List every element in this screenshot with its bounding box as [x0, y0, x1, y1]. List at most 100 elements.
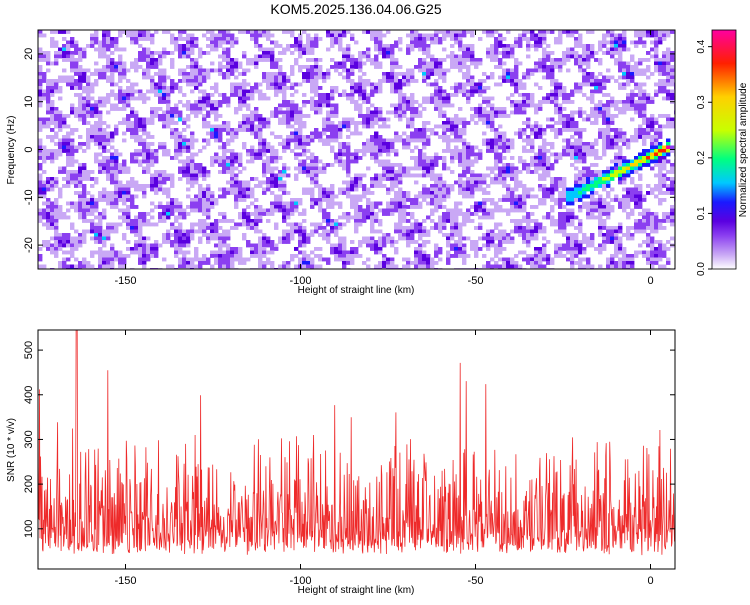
heatmap-cell-443 — [142, 47, 147, 52]
heatmap-cell-2082 — [606, 110, 611, 115]
heatmap-cell-3817 — [150, 180, 155, 185]
heatmap-cell-3000 — [222, 149, 227, 153]
heatmap-cell-4951 — [286, 222, 291, 227]
heatmap-cell-3724 — [94, 177, 99, 181]
heatmap-cell-69 — [526, 30, 531, 34]
heatmap-cell-2188 — [98, 117, 103, 122]
heatmap-cell-3513 — [574, 166, 579, 171]
heatmap-cell-1318 — [170, 82, 175, 87]
heatmap-cell-127 — [298, 33, 303, 38]
heatmap-cell-2968 — [658, 145, 663, 150]
heatmap-cell-343 — [654, 40, 659, 45]
heatmap-cell-259 — [610, 37, 615, 41]
heatmap-cell-2799 — [78, 142, 83, 146]
heatmap-cell-4985 — [534, 222, 539, 227]
heatmap-cell-2787 — [630, 138, 635, 143]
heatmap-cell-554 — [310, 51, 315, 55]
heatmap-cell-2792 — [666, 138, 671, 143]
heatmap-cell-158 — [518, 33, 523, 38]
heatmap-cell-3850 — [398, 180, 403, 185]
heatmap-cell-3224 — [454, 156, 459, 160]
heatmap-cell-3543 — [114, 170, 119, 174]
heatmap-cell-1713 — [482, 96, 487, 101]
heatmap-cell-2583 — [482, 131, 487, 136]
heatmap-cell-3830 — [246, 180, 251, 185]
heatmap-cell-2290 — [202, 121, 207, 125]
heatmap-cell-2189 — [122, 117, 127, 122]
heatmap-cell-856 — [38, 65, 43, 69]
heatmap-cell-1106 — [522, 72, 527, 76]
heatmap-cell-710 — [274, 58, 279, 62]
heatmap-cell-2966 — [650, 145, 655, 150]
heatmap-cell-4501 — [318, 205, 323, 209]
heatmap-cell-3021 — [362, 149, 367, 153]
heatmap-cell-3715 — [54, 177, 59, 181]
heatmap-cell-2942 — [494, 145, 499, 150]
heatmap-cell-3446 — [110, 166, 115, 171]
heatmap-cell-58 — [454, 30, 459, 34]
heatmap-cell-3540 — [102, 170, 107, 174]
heatmap-cell-1984 — [562, 107, 567, 111]
heatmap-cell-2774 — [542, 138, 547, 143]
heatmap-cell-4165 — [582, 191, 587, 195]
heatmap-cell-3466 — [266, 166, 271, 171]
heatmap-cell-3763 — [434, 177, 439, 181]
heatmap-cell-2922 — [362, 145, 367, 150]
heatmap-cell-211 — [230, 37, 235, 41]
heatmap-cell-1636 — [554, 93, 559, 97]
heatmap-cell-2112 — [186, 114, 191, 118]
heatmap-cell-844 — [598, 61, 603, 66]
heatmap-cell-2701 — [66, 138, 71, 143]
heatmap-cell-2687 — [618, 135, 623, 139]
heatmap-cell-707 — [262, 58, 267, 62]
heatmap-cell-3935 — [362, 184, 367, 188]
heatmap-cell-4772 — [222, 215, 227, 220]
heatmap-cell-3567 — [270, 170, 275, 174]
heatmap-cell-1868 — [330, 103, 335, 108]
heatmap-cell-3387 — [322, 163, 327, 167]
heatmap-cell-4394 — [250, 201, 255, 206]
spectrogram-cells — [38, 30, 675, 269]
heatmap-cell-2802 — [94, 142, 99, 146]
heatmap-cell-1043 — [102, 72, 107, 76]
heatmap-cell-1073 — [302, 72, 307, 76]
heatmap-cell-2905 — [218, 145, 223, 150]
heatmap-cell-2304 — [294, 121, 299, 125]
heatmap-cell-1875 — [398, 103, 403, 108]
heatmap-cell-421 — [602, 44, 607, 48]
heatmap-cell-2467 — [234, 128, 239, 132]
heatmap-cell-3473 — [302, 166, 307, 171]
heatmap-cell-3043 — [494, 149, 499, 153]
heatmap-cell-266 — [662, 37, 667, 41]
heatmap-cell-1924 — [122, 107, 127, 111]
heatmap-cell-3054 — [570, 149, 575, 153]
heatmap-cell-3900 — [114, 184, 119, 188]
heatmap-cell-3286 — [226, 159, 231, 164]
heatmap-cell-3267 — [106, 159, 111, 164]
heatmap-cell-3977 — [638, 184, 643, 188]
heatmap-cell-4258 — [586, 194, 591, 199]
heatmap-cell-1919 — [90, 107, 95, 111]
heatmap-cell-101 — [118, 33, 123, 38]
heatmap-cell-346 — [54, 44, 59, 48]
heatmap-cell-1156 — [234, 75, 239, 80]
heatmap-cell-2727 — [262, 138, 267, 143]
heatmap-cell-3586 — [426, 170, 431, 174]
heatmap-cell-1268 — [406, 79, 411, 83]
heatmap-cell-2896 — [146, 145, 151, 150]
heatmap-cell-548 — [278, 51, 283, 55]
heatmap-cell-4527 — [482, 205, 487, 209]
heatmap-cell-1449 — [438, 86, 443, 90]
heatmap-cell-2946 — [510, 145, 515, 150]
heatmap-cell-1597 — [262, 93, 267, 97]
heatmap-cell-271 — [74, 40, 79, 45]
heatmap-cell-821 — [438, 61, 443, 66]
heatmap-cell-258 — [602, 37, 607, 41]
heatmap-cell-3630 — [110, 173, 115, 178]
heatmap-cell-1985 — [578, 107, 583, 111]
heatmap-cell-3999 — [150, 187, 155, 192]
heatmap-cell-3419 — [542, 163, 547, 167]
heatmap-cell-3278 — [178, 159, 183, 164]
heatmap-cell-3793 — [618, 177, 623, 181]
heatmap-cell-1140 — [122, 75, 127, 80]
